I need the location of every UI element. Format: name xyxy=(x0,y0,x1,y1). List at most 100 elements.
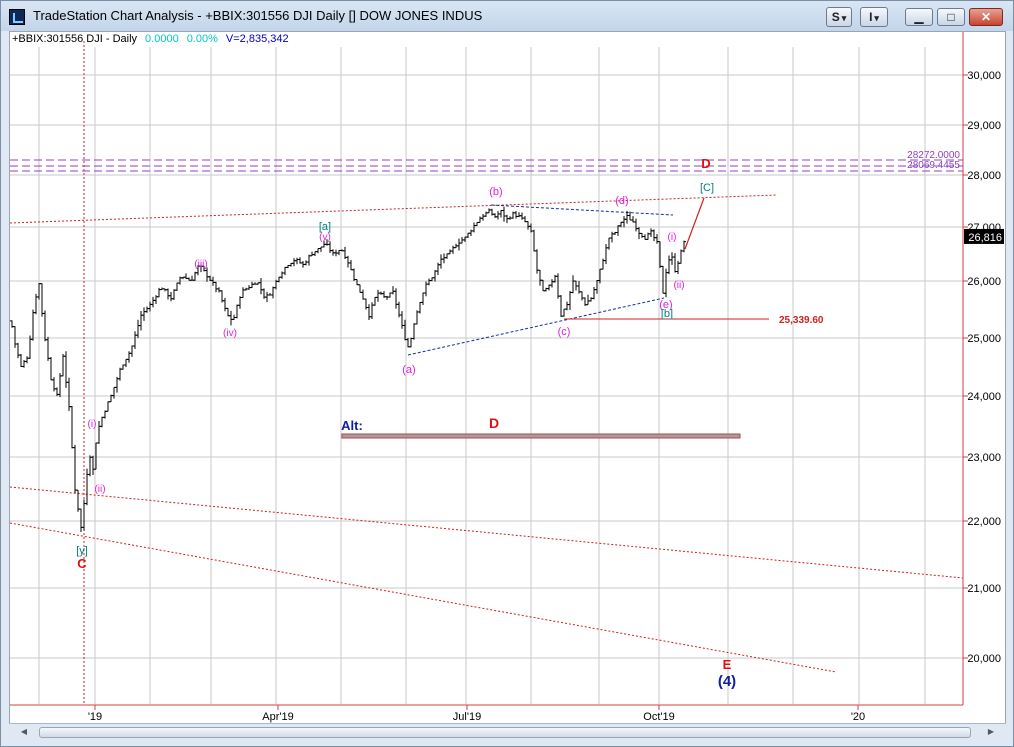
price-bar xyxy=(124,358,128,367)
price-bar xyxy=(130,345,134,357)
price-bar xyxy=(346,255,350,268)
upper-trend-line xyxy=(9,194,778,224)
price-bar xyxy=(136,319,140,338)
price-bar xyxy=(79,508,83,532)
price-bar xyxy=(640,232,644,238)
price-tick-label: 21,000 xyxy=(967,583,1001,595)
horizontal-scrollbar[interactable]: ◀ ▶ xyxy=(9,723,1006,740)
price-tick-label: 20,000 xyxy=(967,653,1001,665)
price-bar xyxy=(409,337,413,348)
price-bar xyxy=(415,310,419,325)
wave-label: E xyxy=(723,657,732,672)
price-bar xyxy=(25,356,29,364)
triangle-upper-line xyxy=(490,204,674,216)
scroll-right-icon[interactable]: ▶ xyxy=(987,727,995,736)
price-bar xyxy=(499,209,503,218)
symbol-info-line: +BBIX:301556 DJI - Daily 0.0000 0.00% V=2,8… xyxy=(12,33,297,45)
price-bar xyxy=(58,373,62,398)
price-tick-label: 24,000 xyxy=(967,391,1001,403)
price-level-label: 28272.0000 xyxy=(907,150,960,161)
price-bar xyxy=(595,279,599,294)
maximize-button[interactable]: □ xyxy=(937,8,965,26)
price-bar xyxy=(148,301,152,312)
price-bar xyxy=(226,307,230,317)
price-bar xyxy=(40,283,44,317)
wave-label: (4) xyxy=(718,673,736,690)
wave-label: (i) xyxy=(88,419,97,430)
close-button[interactable]: ✕ xyxy=(969,8,1003,26)
price-bar xyxy=(682,240,686,253)
date-tick-label: '19 xyxy=(88,711,102,723)
price-bar xyxy=(82,499,86,531)
price-tick-label: 30,000 xyxy=(967,70,1001,82)
chart-area[interactable] xyxy=(9,31,1006,738)
price-bar xyxy=(610,231,614,243)
price-bar xyxy=(562,308,566,317)
price-bar xyxy=(295,257,299,265)
projection-line xyxy=(684,197,705,250)
scroll-left-icon[interactable]: ◀ xyxy=(20,727,28,736)
price-bar xyxy=(406,338,410,348)
price-bar xyxy=(46,336,50,361)
wave-label: (v) xyxy=(319,232,331,243)
indicator-menu-button[interactable]: I ▾ xyxy=(860,7,888,27)
volume-value: V=2,835,342 xyxy=(225,33,289,45)
price-bar xyxy=(49,357,53,381)
price-bar xyxy=(580,291,584,301)
wave-label: [C] xyxy=(700,182,714,194)
price-bar xyxy=(670,252,674,265)
price-tick-label: 25,000 xyxy=(967,333,1001,345)
price-bar xyxy=(172,289,176,300)
price-bar xyxy=(265,291,269,303)
price-bar xyxy=(112,386,116,399)
support-level-label: 25,339.60 xyxy=(779,315,824,326)
price-bar xyxy=(421,292,425,306)
change-value: 0.0000 xyxy=(145,33,179,45)
title-bar[interactable]: TradeStation Chart Analysis - +BBIX:3015… xyxy=(1,1,1013,31)
date-tick-label: '20 xyxy=(851,711,865,723)
price-bar xyxy=(70,406,74,449)
price-bar xyxy=(61,354,65,377)
price-tick-label: 22,000 xyxy=(967,516,1001,528)
price-bar xyxy=(643,234,647,240)
price-bar xyxy=(427,278,431,286)
price-bar xyxy=(439,254,443,269)
price-bar xyxy=(532,229,536,252)
price-bar xyxy=(385,295,389,300)
tradestation-app-icon[interactable] xyxy=(9,9,25,25)
price-bar xyxy=(634,218,638,232)
wave-label: (b) xyxy=(489,186,502,198)
price-bar xyxy=(487,208,491,214)
price-bar xyxy=(250,281,254,289)
strategy-menu-button[interactable]: S ▾ xyxy=(826,7,852,27)
date-tick-label: Oct'19 xyxy=(643,711,674,723)
price-bar xyxy=(622,216,626,228)
price-bar xyxy=(496,211,500,220)
price-tick-label: 26,000 xyxy=(967,276,1001,288)
price-bar xyxy=(400,311,404,329)
price-bar xyxy=(481,214,485,221)
price-bar xyxy=(319,246,323,252)
price-bar xyxy=(73,444,77,494)
price-bar xyxy=(376,289,380,302)
wave-label: C xyxy=(77,556,87,571)
price-bar xyxy=(394,288,398,309)
price-bar xyxy=(223,297,227,312)
price-bar xyxy=(91,455,95,475)
date-tick-label: Apr'19 xyxy=(262,711,293,723)
window-title: TradeStation Chart Analysis - +BBIX:3015… xyxy=(33,8,483,23)
price-bar xyxy=(88,455,92,477)
price-bar xyxy=(235,304,239,319)
change-percent: 0.00% xyxy=(186,33,218,45)
price-bar xyxy=(310,251,314,257)
price-axis: 30,00029,00028,00027,00026,00025,00024,0… xyxy=(962,32,1004,705)
price-bar xyxy=(367,304,371,321)
price-bar xyxy=(316,248,320,254)
price-bar xyxy=(67,377,71,411)
price-bar xyxy=(349,259,353,271)
scrollbar-thumb[interactable] xyxy=(39,727,971,738)
price-bar xyxy=(565,301,569,311)
minimize-button[interactable]: ▁ xyxy=(905,8,933,26)
